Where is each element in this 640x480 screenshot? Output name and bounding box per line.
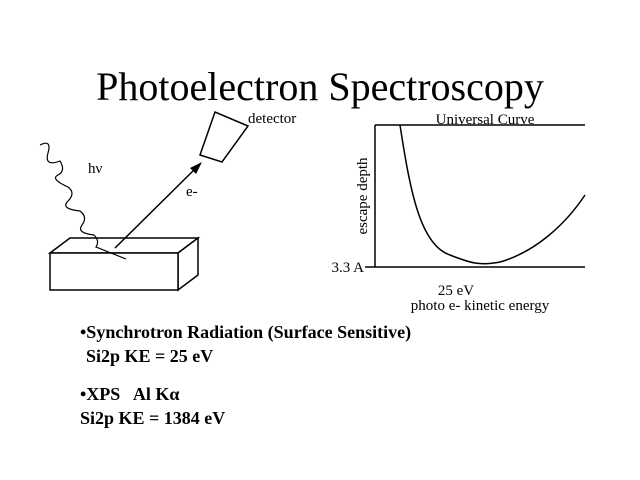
slide-title: Photoelectron Spectroscopy [96, 64, 544, 109]
y-axis-label: escape depth [355, 157, 371, 235]
arrow-head [190, 162, 202, 174]
sample-block [47, 236, 201, 292]
min-x-label: 25 eV [438, 283, 474, 299]
photon-wave [39, 142, 127, 260]
photon-label: hν [88, 161, 103, 177]
bullet-text: Si2p KE = 1384 eV [80, 408, 225, 428]
min-label: 3.3 A [331, 260, 364, 276]
electron-label: e- [186, 184, 198, 200]
detector-icon [199, 110, 250, 163]
bullet-text: •Synchrotron Radiation (Surface Sensitiv… [80, 322, 411, 343]
universal-curve [399, 124, 586, 265]
detector-label: detector [248, 111, 296, 127]
bullet-text: •XPS Al Kα [80, 384, 179, 404]
electron-path [114, 165, 199, 249]
graph-axes [374, 124, 585, 268]
x-axis-label: photo e- kinetic energy [411, 298, 550, 314]
graph-title: Universal Curve [436, 112, 535, 128]
bullet-text: Si2p KE = 25 eV [86, 346, 213, 366]
